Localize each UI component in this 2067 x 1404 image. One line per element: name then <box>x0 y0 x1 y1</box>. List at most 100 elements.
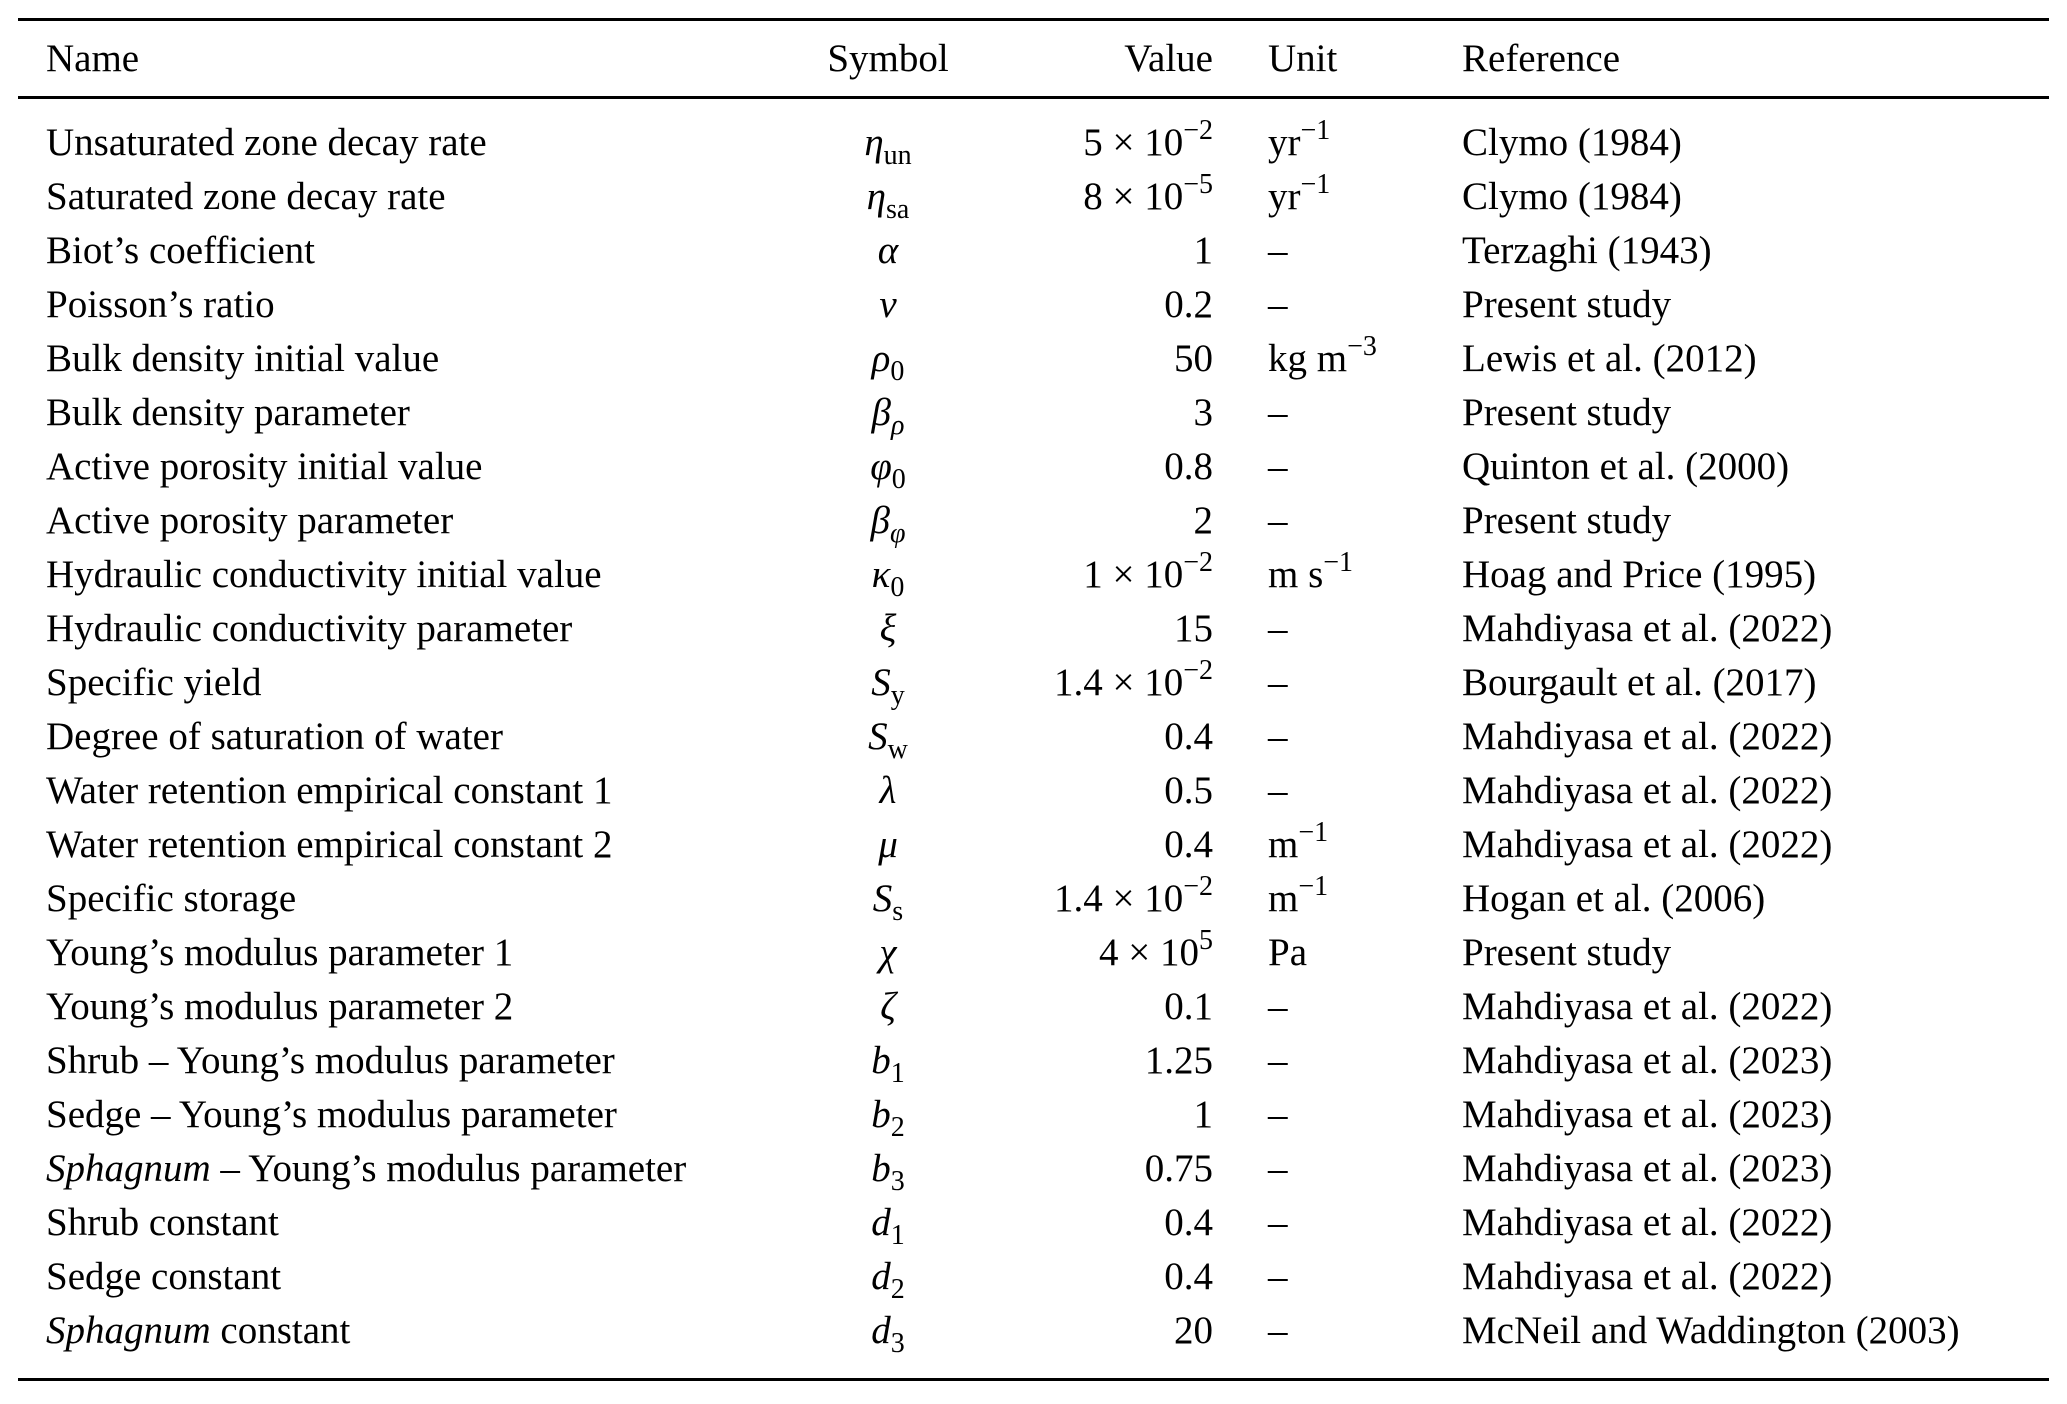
parameter-name: Hydraulic conductivity parameter <box>46 607 573 650</box>
symbol-base: η <box>864 121 884 164</box>
parameter-name-italic: Sphagnum <box>46 1309 211 1352</box>
parameter-name-cell: Active porosity parameter <box>18 494 790 548</box>
symbol-subscript-text: 3 <box>890 1166 905 1197</box>
parameter-unit-cell: – <box>1213 1250 1462 1304</box>
parameter-name-cell: Shrub constant <box>18 1196 790 1250</box>
parameter-value-cell: 1.4 × 10−2 <box>986 656 1213 710</box>
parameter-reference-cell: Present study <box>1462 494 2049 548</box>
parameter-name: – Young’s modulus parameter <box>210 1147 687 1190</box>
table-row: Shrub constant d1 0.4 – Mahdiyasa et al.… <box>18 1196 2049 1250</box>
parameter-unit-cell: yr−1 <box>1213 116 1462 170</box>
parameter-reference-cell: Hogan et al. (2006) <box>1462 872 2049 926</box>
parameter-reference: Hogan et al. (2006) <box>1462 877 1766 920</box>
parameter-symbol-cell: ρ0 <box>790 332 986 386</box>
parameter-reference-cell: Lewis et al. (2012) <box>1462 332 2049 386</box>
unit-base: – <box>1268 229 1288 272</box>
parameter-value-cell: 20 <box>986 1304 1213 1358</box>
parameter-symbol-cell: κ0 <box>790 548 986 602</box>
table-row: Sphagnum – Young’s modulus parameter b3 … <box>18 1142 2049 1196</box>
table-row: Young’s modulus parameter 2 ζ 0.1 – Mahd… <box>18 980 2049 1034</box>
value-base: 1 <box>1193 229 1214 272</box>
symbol-subscript-text: un <box>883 140 912 171</box>
parameter-value-cell: 15 <box>986 602 1213 656</box>
parameter-value-cell: 50 <box>986 332 1213 386</box>
parameter-unit-cell: – <box>1213 1034 1462 1088</box>
parameter-name-cell: Saturated zone decay rate <box>18 170 790 224</box>
parameter-name-cell: Poisson’s ratio <box>18 278 790 332</box>
unit-base: – <box>1268 1201 1288 1244</box>
symbol-subscript: y <box>891 680 905 711</box>
table-row: Bulk density initial value ρ0 50 kg m−3 … <box>18 332 2049 386</box>
parameter-name: Bulk density initial value <box>46 337 440 380</box>
parameter-symbol-cell: α <box>790 224 986 278</box>
parameter-symbol-cell: ζ <box>790 980 986 1034</box>
parameter-reference: McNeil and Waddington (2003) <box>1462 1309 1960 1352</box>
parameter-reference-cell: Mahdiyasa et al. (2022) <box>1462 710 2049 764</box>
symbol-subscript-text: 2 <box>890 1274 905 1305</box>
parameter-reference: Hoag and Price (1995) <box>1462 553 1817 596</box>
table-row: Water retention empirical constant 1 λ 0… <box>18 764 2049 818</box>
parameter-reference: Quinton et al. (2000) <box>1462 445 1790 488</box>
unit-base: yr <box>1268 121 1301 164</box>
parameter-unit-cell: – <box>1213 1142 1462 1196</box>
symbol-subscript-text: w <box>887 734 908 765</box>
symbol-subscript-text: 1 <box>890 1058 905 1089</box>
symbol-subscript: w <box>888 734 908 765</box>
parameter-symbol-cell: βφ <box>790 494 986 548</box>
symbol-subscript-italic: φ <box>889 518 906 549</box>
parameter-symbol-cell: d1 <box>790 1196 986 1250</box>
parameter-reference: Bourgault et al. (2017) <box>1462 661 1817 704</box>
symbol-subscript-text: 1 <box>890 1220 905 1251</box>
symbol-base: φ <box>870 445 892 488</box>
parameter-name: Active porosity parameter <box>46 499 454 542</box>
parameter-name: constant <box>210 1309 351 1352</box>
parameter-reference: Mahdiyasa et al. (2022) <box>1462 715 1833 758</box>
value-base: 1 × 10 <box>1083 553 1184 596</box>
unit-base: – <box>1268 1039 1288 1082</box>
value-base: 1 <box>1193 1093 1214 1136</box>
value-exponent: −2 <box>1183 115 1213 146</box>
parameter-symbol-cell: ηun <box>790 116 986 170</box>
parameter-reference-cell: Present study <box>1462 278 2049 332</box>
column-header-value: Value <box>986 19 1213 99</box>
symbol-base: S <box>871 661 891 704</box>
symbol-subscript: 2 <box>891 1112 905 1143</box>
parameter-value-cell: 3 <box>986 386 1214 440</box>
value-base: 1.4 × 10 <box>1053 877 1184 920</box>
parameter-name: Water retention empirical constant 2 <box>46 823 613 866</box>
unit-base: – <box>1268 661 1288 704</box>
parameter-name: Hydraulic conductivity initial value <box>46 553 602 596</box>
value-base: 1.25 <box>1144 1039 1213 1082</box>
parameter-name-cell: Sedge – Young’s modulus parameter <box>18 1088 790 1142</box>
parameter-name: Sedge constant <box>46 1255 282 1298</box>
parameter-reference: Mahdiyasa et al. (2022) <box>1462 1201 1833 1244</box>
parameter-reference-cell: Terzaghi (1943) <box>1462 224 2049 278</box>
parameter-unit-cell: – <box>1213 602 1462 656</box>
parameter-value-cell: 8 × 10−5 <box>986 170 1213 224</box>
table-row: Shrub – Young’s modulus parameter b1 1.2… <box>18 1034 2049 1088</box>
parameter-symbol-cell: ηsa <box>790 170 986 224</box>
table-row: Saturated zone decay rate ηsa 8 × 10−5 y… <box>18 170 2049 224</box>
symbol-subscript-text: sa <box>886 194 910 225</box>
table-row: Sphagnum constant d3 20 – McNeil and Wad… <box>18 1304 2049 1358</box>
value-base: 0.4 <box>1164 1201 1213 1244</box>
parameter-symbol-cell: b1 <box>790 1034 986 1088</box>
value-base: 15 <box>1174 607 1213 650</box>
parameter-reference-cell: Mahdiyasa et al. (2023) <box>1462 1142 2049 1196</box>
value-base: 0.5 <box>1164 769 1213 812</box>
table-row: Degree of saturation of water Sw 0.4 – M… <box>18 710 2049 764</box>
parameter-name: Young’s modulus parameter 1 <box>46 931 514 974</box>
symbol-subscript-text: y <box>890 680 905 711</box>
table-body: Unsaturated zone decay rate ηun 5 × 10−2… <box>18 98 2049 1380</box>
parameter-reference: Clymo (1984) <box>1462 121 1682 164</box>
spacer-cell <box>18 98 2049 116</box>
symbol-base: κ <box>871 553 891 596</box>
symbol-subscript-text: 0 <box>891 464 906 495</box>
parameter-value-cell: 1.4 × 10−2 <box>986 872 1213 926</box>
value-exponent: −2 <box>1183 547 1213 578</box>
parameter-reference: Mahdiyasa et al. (2023) <box>1462 1093 1833 1136</box>
symbol-subscript-text: 2 <box>890 1112 905 1143</box>
value-base: 3 <box>1193 391 1214 434</box>
unit-base: – <box>1268 1255 1288 1298</box>
parameter-symbol-cell: Sy <box>790 656 986 710</box>
